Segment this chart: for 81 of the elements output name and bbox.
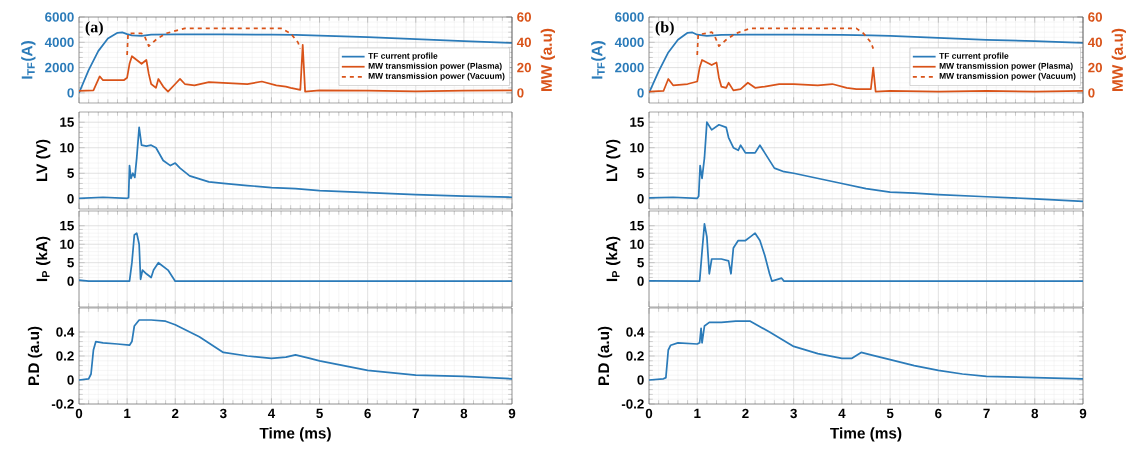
y-tick-label: 10 (630, 239, 644, 249)
y-tick-label: 4000 (44, 37, 74, 48)
x-tick-label: 1 (694, 408, 701, 418)
legend-label: MW transmission power (Plasma) (939, 62, 1073, 71)
x-tick-label: 4 (267, 408, 276, 418)
y-tick-label: 0 (67, 276, 74, 286)
y-tick-label: 0 (67, 88, 74, 98)
x-tick-label: 7 (983, 408, 990, 418)
x-tick-label: 3 (790, 408, 797, 419)
x-tick-label: 8 (1031, 408, 1039, 419)
y-tick-label: 10 (630, 143, 644, 153)
y-axis-title: LV (V) (36, 139, 51, 182)
line-series (79, 126, 512, 200)
y2-tick-label: 40 (1087, 37, 1103, 48)
x-axis-title: Time (ms) (259, 427, 331, 442)
legend-label: TF current profile (368, 52, 438, 61)
x-tick-label: 7 (412, 408, 419, 418)
y-axis-title: I$_{P}$ (kA) (606, 236, 621, 282)
y-tick-label: -0.2 (621, 399, 644, 409)
y2-tick-label: 20 (1088, 62, 1103, 73)
y-tick-label: 4000 (614, 37, 644, 48)
y-axis-title: I$_{TF}$(A) (21, 41, 36, 79)
x-tick-label: 9 (508, 408, 516, 419)
y-tick-label: 15 (630, 117, 644, 127)
y-tick-label: 6000 (45, 12, 74, 22)
x-tick-label: 4 (838, 408, 846, 418)
x-tick-label: 2 (742, 408, 749, 419)
y2-tick-label: 60 (517, 12, 531, 22)
x-tick-label: 2 (171, 408, 179, 419)
annotation: (a) (85, 21, 103, 36)
x-tick-label: 6 (364, 408, 371, 419)
y-tick-label: 0 (67, 194, 74, 204)
y-tick-label: 15 (60, 221, 74, 231)
x-tick-label: 1 (124, 408, 131, 418)
y2-axis-title: MW (a.u) (1111, 28, 1126, 91)
y-tick-label: 0.4 (56, 327, 75, 337)
y-tick-label: 0.2 (626, 351, 644, 361)
y-tick-label: 5 (67, 258, 74, 268)
y2-tick-label: 0 (517, 88, 524, 98)
legend-label: TF current profile (939, 52, 1009, 61)
y2-tick-label: 0 (1088, 88, 1095, 98)
y-axis-title: I$_{P}$ (kA) (36, 236, 51, 282)
y-tick-label: 0 (67, 375, 74, 385)
x-tick-label: 5 (316, 408, 323, 419)
y-tick-label: 0.2 (56, 351, 74, 361)
y-axis-title: LV (V) (606, 139, 621, 182)
y-tick-label: 10 (60, 143, 74, 153)
y2-tick-label: 20 (517, 62, 531, 73)
y-axis-title: P.D (a.u) (27, 326, 43, 386)
y-tick-label: -0.2 (51, 399, 74, 409)
x-tick-label: 6 (935, 408, 942, 419)
y-axis-title: P.D (a.u) (597, 326, 613, 386)
annotation: (b) (655, 21, 674, 36)
y-tick-label: 0 (637, 276, 644, 286)
y-tick-label: 15 (60, 117, 74, 127)
y-tick-label: 0.4 (626, 327, 645, 337)
x-tick-label: 8 (460, 408, 468, 419)
y-axis-title: I$_{TF}$(A) (591, 41, 606, 79)
x-tick-label: 0 (75, 408, 83, 419)
y2-axis-title: MW (a.u) (540, 28, 555, 91)
x-axis-title: Time (ms) (830, 427, 902, 442)
x-tick-label: 0 (645, 408, 653, 419)
x-tick-label: 3 (219, 408, 227, 419)
y2-tick-label: 60 (1088, 12, 1103, 22)
y-tick-label: 10 (60, 239, 74, 249)
legend-label: MW transmission power (Vacuum) (368, 72, 505, 81)
y-tick-label: 2000 (615, 62, 644, 73)
legend-label: MW transmission power (Plasma) (368, 62, 502, 71)
y-tick-label: 0 (637, 194, 644, 204)
y-tick-label: 5 (637, 168, 644, 178)
y-tick-label: 15 (630, 221, 644, 231)
x-tick-label: 5 (886, 408, 894, 419)
y-tick-label: 0 (637, 375, 644, 385)
y-tick-label: 5 (67, 168, 74, 178)
y-tick-label: 2000 (45, 62, 74, 73)
y-tick-label: 5 (637, 258, 644, 268)
y-tick-label: 0 (637, 88, 644, 98)
x-tick-label: 9 (1079, 408, 1087, 419)
y-tick-label: 6000 (615, 12, 644, 22)
legend-label: MW transmission power (Vacuum) (939, 72, 1076, 81)
y2-tick-label: 40 (516, 37, 531, 48)
